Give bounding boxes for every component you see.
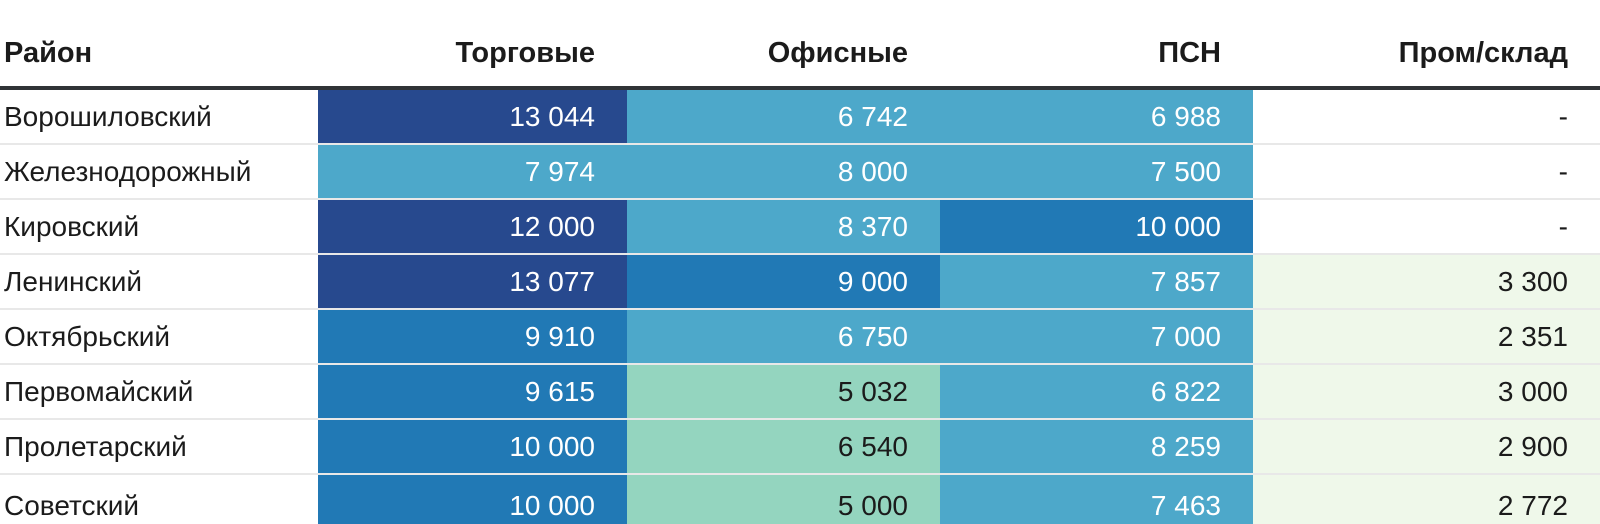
table-row: Кировский 12 000 8 370 10 000 - <box>0 199 1600 254</box>
heatmap-cell: 2 900 <box>1253 419 1600 474</box>
heatmap-cell: 9 910 <box>318 309 627 364</box>
column-header-office: Офисные <box>627 0 940 90</box>
heatmap-cell: 3 300 <box>1253 254 1600 309</box>
heatmap-cell: 8 370 <box>627 199 940 254</box>
heatmap-cell: 6 822 <box>940 364 1253 419</box>
heatmap-cell: 5 032 <box>627 364 940 419</box>
header-row: Район Торговые Офисные ПСН Пром/склад <box>0 0 1600 90</box>
heatmap-cell: 6 988 <box>940 88 1253 144</box>
heatmap-cell: 9 615 <box>318 364 627 419</box>
heatmap-cell: 10 000 <box>940 199 1253 254</box>
table-header: Район Торговые Офисные ПСН Пром/склад <box>0 0 1600 90</box>
column-header-retail: Торговые <box>318 0 627 90</box>
heatmap-cell: 6 742 <box>627 88 940 144</box>
heatmap-cell: 13 077 <box>318 254 627 309</box>
table-row: Железнодорожный 7 974 8 000 7 500 - <box>0 144 1600 199</box>
heatmap-cell: 10 000 <box>318 474 627 524</box>
heatmap-cell: 8 259 <box>940 419 1253 474</box>
heatmap-cell: 7 857 <box>940 254 1253 309</box>
table-row: Первомайский 9 615 5 032 6 822 3 000 <box>0 364 1600 419</box>
heatmap-cell: 8 000 <box>627 144 940 199</box>
district-name: Советский <box>0 474 318 524</box>
table-row: Советский 10 000 5 000 7 463 2 772 <box>0 474 1600 524</box>
heatmap-cell: 12 000 <box>318 199 627 254</box>
table-row: Ворошиловский 13 044 6 742 6 988 - <box>0 88 1600 144</box>
district-name: Пролетарский <box>0 419 318 474</box>
district-name: Ворошиловский <box>0 88 318 144</box>
district-name: Кировский <box>0 199 318 254</box>
heatmap-cell: - <box>1253 144 1600 199</box>
district-name: Ленинский <box>0 254 318 309</box>
heatmap-cell: 5 000 <box>627 474 940 524</box>
district-name: Октябрьский <box>0 309 318 364</box>
heatmap-cell: 2 351 <box>1253 309 1600 364</box>
column-header-psn: ПСН <box>940 0 1253 90</box>
heatmap-cell: 7 000 <box>940 309 1253 364</box>
heatmap-cell: 7 500 <box>940 144 1253 199</box>
table-row: Октябрьский 9 910 6 750 7 000 2 351 <box>0 309 1600 364</box>
heatmap-cell: 13 044 <box>318 88 627 144</box>
heatmap-cell: 7 974 <box>318 144 627 199</box>
column-header-district: Район <box>0 0 318 90</box>
heatmap-cell: 2 772 <box>1253 474 1600 524</box>
heatmap-cell: 3 000 <box>1253 364 1600 419</box>
heatmap-cell: 7 463 <box>940 474 1253 524</box>
heatmap-cell: - <box>1253 199 1600 254</box>
heatmap-cell: 6 540 <box>627 419 940 474</box>
table-body: Ворошиловский 13 044 6 742 6 988 - Желез… <box>0 88 1600 524</box>
table-row: Ленинский 13 077 9 000 7 857 3 300 <box>0 254 1600 309</box>
district-name: Первомайский <box>0 364 318 419</box>
table-row: Пролетарский 10 000 6 540 8 259 2 900 <box>0 419 1600 474</box>
district-name: Железнодорожный <box>0 144 318 199</box>
heatmap-cell: 10 000 <box>318 419 627 474</box>
heatmap-cell: 9 000 <box>627 254 940 309</box>
heatmap-cell: - <box>1253 88 1600 144</box>
column-header-industrial: Пром/склад <box>1253 0 1600 90</box>
heatmap-cell: 6 750 <box>627 309 940 364</box>
